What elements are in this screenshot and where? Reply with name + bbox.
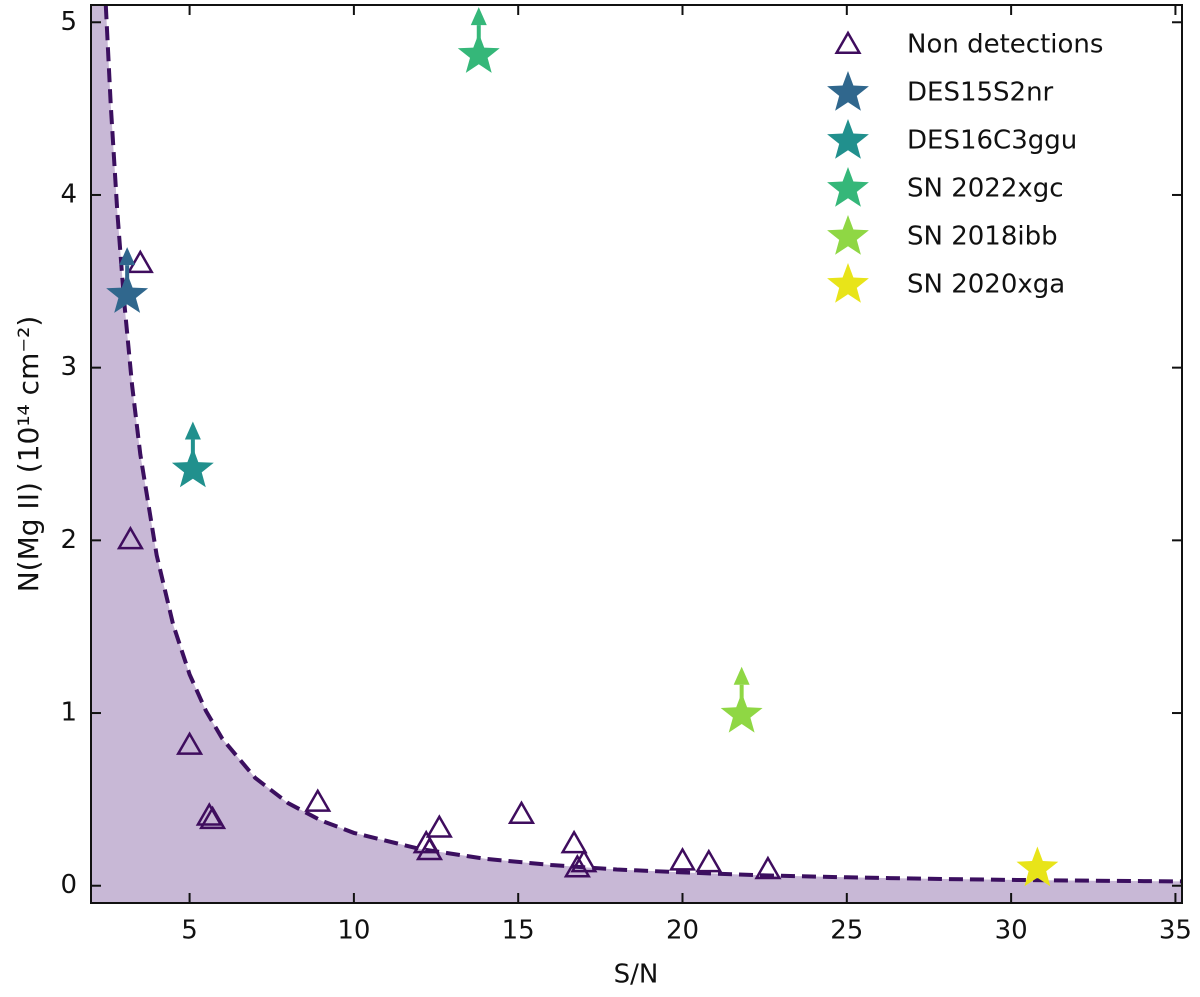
axes-frame bbox=[90, 4, 1183, 904]
star-marker bbox=[827, 71, 869, 111]
star-marker bbox=[171, 447, 214, 488]
star-marker bbox=[827, 119, 869, 159]
star-marker bbox=[1016, 846, 1059, 887]
y-tick-label: 0 bbox=[60, 870, 77, 900]
x-tick-label: 35 bbox=[1159, 916, 1192, 946]
triangle-marker bbox=[199, 805, 227, 830]
x-tick-label: 5 bbox=[181, 916, 198, 946]
x-tick-label: 25 bbox=[830, 916, 863, 946]
limit-arrowhead bbox=[470, 7, 487, 26]
triangle-marker bbox=[116, 525, 144, 550]
limit-curve bbox=[103, 5, 1182, 884]
y-tick-label: 1 bbox=[60, 698, 77, 728]
star-marker bbox=[106, 273, 149, 313]
legend-label: SN 2018ibb bbox=[907, 222, 1058, 252]
limit-arrowhead bbox=[119, 247, 136, 266]
star-marker bbox=[720, 692, 763, 733]
triangle-marker bbox=[563, 853, 591, 878]
triangle-marker bbox=[695, 848, 723, 873]
triangle-marker bbox=[415, 836, 444, 861]
legend-label: Non detections bbox=[907, 30, 1103, 60]
x-tick-label: 30 bbox=[995, 916, 1028, 946]
legend-label: DES16C3ggu bbox=[907, 126, 1077, 156]
limit-arrowhead bbox=[733, 666, 750, 685]
star-marker bbox=[457, 33, 500, 73]
triangle-marker bbox=[668, 847, 697, 871]
legend-label: SN 2020xga bbox=[907, 270, 1065, 300]
triangle-marker bbox=[834, 30, 862, 55]
x-tick-label: 10 bbox=[337, 916, 370, 946]
legend-label: SN 2022xgc bbox=[907, 174, 1064, 204]
triangle-marker bbox=[754, 855, 782, 880]
y-tick-label: 5 bbox=[60, 7, 77, 37]
y-tick-label: 4 bbox=[60, 179, 77, 209]
triangle-marker bbox=[507, 800, 536, 824]
triangle-marker bbox=[176, 731, 204, 755]
legend: Non detections DES15S2nr DES16C3ggu SN 2022… bbox=[827, 30, 1103, 303]
star-marker bbox=[827, 263, 869, 303]
triangle-marker bbox=[560, 829, 588, 854]
y-tick-label: 2 bbox=[60, 525, 77, 555]
triangle-marker bbox=[126, 249, 154, 274]
x-axis-label: S/N bbox=[614, 960, 659, 990]
triangle-marker bbox=[304, 788, 332, 812]
star-marker bbox=[827, 167, 869, 207]
y-axis-label: N(Mg II) (10¹⁴ cm⁻²) bbox=[12, 316, 45, 593]
x-tick-label: 15 bbox=[502, 916, 535, 946]
plot-area bbox=[91, 5, 1182, 903]
y-tick-label: 3 bbox=[60, 352, 77, 382]
limit-area bbox=[91, 5, 1182, 903]
triangle-marker bbox=[570, 848, 598, 873]
limit-arrowhead bbox=[184, 421, 201, 440]
legend-label: DES15S2nr bbox=[907, 78, 1054, 108]
triangle-marker bbox=[425, 814, 453, 838]
star-marker bbox=[827, 215, 869, 255]
x-tick-label: 20 bbox=[666, 916, 699, 946]
